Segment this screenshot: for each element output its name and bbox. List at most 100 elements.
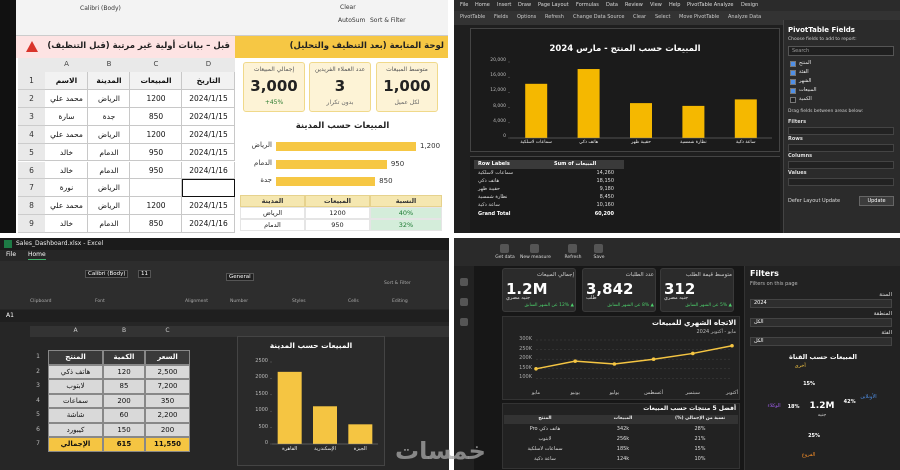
panel-2-shapes (508, 61, 772, 139)
table-header: المدينة (261, 197, 284, 205)
point (534, 367, 538, 371)
legend-label: أخرى (794, 363, 806, 370)
toolbar-icon[interactable] (568, 244, 577, 253)
field-name: الكمية (799, 96, 812, 102)
left-nav (454, 266, 474, 470)
toolbar-icon[interactable] (500, 244, 509, 253)
row-number: 7 (29, 183, 34, 193)
ribbon-label: Sort & Filter (384, 281, 411, 286)
x-tick-label: نظارة شمسية (680, 140, 707, 145)
toolbar-button: Analyze Data (728, 14, 762, 20)
bar (682, 105, 705, 138)
cell (103, 408, 145, 423)
toolbar-icon[interactable] (594, 244, 603, 253)
y-tick-label: 4,000 (493, 118, 506, 124)
value-label: 25% (808, 433, 821, 440)
ribbon-label: Number (230, 299, 249, 304)
cell-text: 2024/1/15 (189, 129, 228, 139)
cell-text: 85 (119, 382, 129, 390)
area-box (788, 144, 894, 152)
filter-dropdown[interactable] (750, 318, 892, 327)
y-tick-label: 500 (258, 423, 268, 430)
bar (577, 69, 600, 138)
cell (103, 350, 145, 365)
table-cell: 124k (616, 456, 630, 462)
pivot-header-row (474, 160, 624, 169)
top-bar (454, 238, 900, 266)
pivot-cell: 14,260 (596, 170, 615, 176)
nav-icon[interactable] (460, 318, 468, 326)
cell-text: 1200 (146, 93, 166, 103)
area-label: Filters (788, 119, 807, 125)
table-cell (305, 219, 370, 231)
pane-title: PivotTable Fields (788, 26, 855, 34)
cell (88, 143, 130, 162)
excel-dark-panel: Sales_Dashboard.xlsx - Excel File Home Cali… (0, 238, 449, 470)
cell (145, 350, 190, 365)
toolbar-icon[interactable] (530, 244, 539, 253)
table-header-cell (305, 195, 370, 207)
cell-text: 2024/1/16 (189, 165, 228, 175)
excel-icon (4, 240, 12, 248)
table-cell-text: الدمام (264, 221, 281, 229)
y-tick-label: 150K (519, 364, 532, 371)
cell (88, 197, 130, 216)
formula-bar (0, 310, 449, 322)
cell (182, 143, 235, 162)
search-box[interactable] (788, 46, 894, 56)
nav-icon[interactable] (460, 278, 468, 286)
y-tick-label: 100K (519, 374, 532, 381)
chart-title: المبيعات حسب المنتج - مارس 2024 (549, 44, 701, 54)
field-checkbox[interactable] (790, 88, 796, 94)
ribbon-label: Styles (292, 299, 306, 304)
ribbon-label: Calibri (Body) (80, 5, 121, 12)
ribbon-tab: Insert (497, 2, 512, 8)
cell (130, 72, 182, 90)
toolbar-button: Fields (494, 14, 509, 20)
cell-text: جدة (102, 111, 116, 121)
cell (48, 379, 103, 394)
cell (103, 379, 145, 394)
filter-dropdown[interactable] (750, 299, 892, 308)
x-tick-label: مايو (531, 390, 541, 396)
cell (182, 107, 235, 126)
cell (130, 197, 182, 216)
field-checkbox[interactable] (790, 79, 796, 85)
toolbar-button: Save (593, 255, 605, 260)
nav-icon[interactable] (460, 298, 468, 306)
cell (88, 161, 130, 180)
cell (130, 125, 182, 144)
y-tick-label: 0 (503, 134, 506, 139)
row-header (18, 197, 45, 216)
chart-title: الاتجاه الشهري للمبيعات (652, 319, 736, 327)
cell-text: نورة (59, 183, 74, 193)
filter-dropdown[interactable] (750, 337, 892, 346)
row-header (18, 72, 45, 90)
cell (130, 143, 182, 162)
bar (734, 99, 757, 138)
chart-title: المبيعات حسب القناة (789, 353, 857, 361)
pivot-cell: حقيبة ظهر (478, 186, 500, 192)
field-checkbox[interactable] (790, 70, 796, 76)
field-name: المنتج (799, 60, 812, 66)
field-checkbox[interactable] (790, 97, 796, 103)
field-checkbox[interactable] (790, 61, 796, 67)
update-label: Update (867, 197, 886, 204)
legend-label: الوكلاء (767, 402, 781, 409)
kpi-value: 3,842 (586, 280, 634, 298)
pivot-cell: ساعة ذكية (478, 202, 500, 208)
window-title: Sales_Dashboard.xlsx - Excel (16, 240, 104, 247)
kpi-value: 3 (334, 77, 346, 95)
y-tick-label: 8,000 (493, 103, 506, 109)
power-bi-panel: Get data New measure Refresh Save إجمالي الم… (454, 238, 900, 470)
kpi-note: بدون تكرار (326, 99, 354, 106)
filters-subtitle: Filters on this page (750, 281, 798, 287)
kpi-value: 312 (664, 280, 696, 298)
update-button[interactable] (859, 196, 894, 206)
cell-text: 1200 (146, 201, 166, 211)
warning-icon (26, 41, 38, 52)
cell-text: الدمام (99, 219, 119, 229)
cell-text: خالد (59, 147, 74, 157)
line-chart-area (502, 316, 740, 400)
toolbar-button: Refresh (564, 255, 582, 260)
